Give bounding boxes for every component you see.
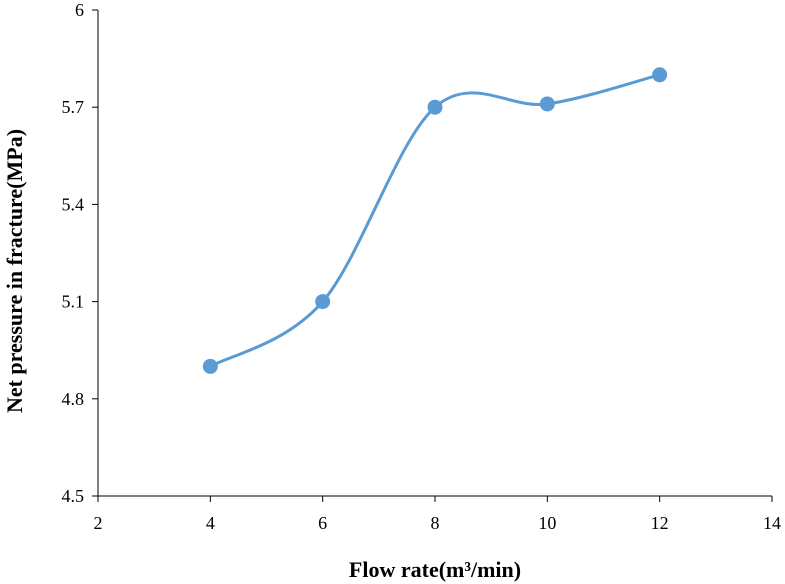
x-tick-label: 6 xyxy=(318,513,327,533)
y-tick-label: 4.8 xyxy=(62,389,85,409)
data-point xyxy=(652,67,668,83)
y-tick-label: 5.7 xyxy=(62,97,85,117)
y-tick-label: 4.5 xyxy=(62,486,85,506)
y-tick-label: 5.1 xyxy=(62,292,85,312)
y-tick-label: 6 xyxy=(75,0,84,20)
x-tick-label: 2 xyxy=(94,513,103,533)
x-tick-label: 12 xyxy=(651,513,669,533)
axes xyxy=(92,9,773,502)
x-tick-label: 4 xyxy=(206,513,215,533)
x-tick-label: 10 xyxy=(538,513,556,533)
x-tick-label: 14 xyxy=(763,513,781,533)
data-point xyxy=(202,358,218,374)
y-axis-title: Net pressure in fracture(MPa) xyxy=(2,129,27,413)
tick-labels: 4.5 4.8 5.1 5.4 5.7 6 2 4 6 8 10 12 14 xyxy=(62,0,782,533)
data-point xyxy=(315,294,331,310)
series-line xyxy=(209,73,661,368)
series xyxy=(202,67,668,374)
x-axis-title: Flow rate(m³/min) xyxy=(349,557,521,582)
y-tick-label: 5.4 xyxy=(62,194,85,214)
x-tick-label: 8 xyxy=(431,513,440,533)
data-point xyxy=(427,99,443,115)
data-point xyxy=(539,96,555,112)
axis-titles: Flow rate(m³/min) Net pressure in fractu… xyxy=(2,129,521,582)
